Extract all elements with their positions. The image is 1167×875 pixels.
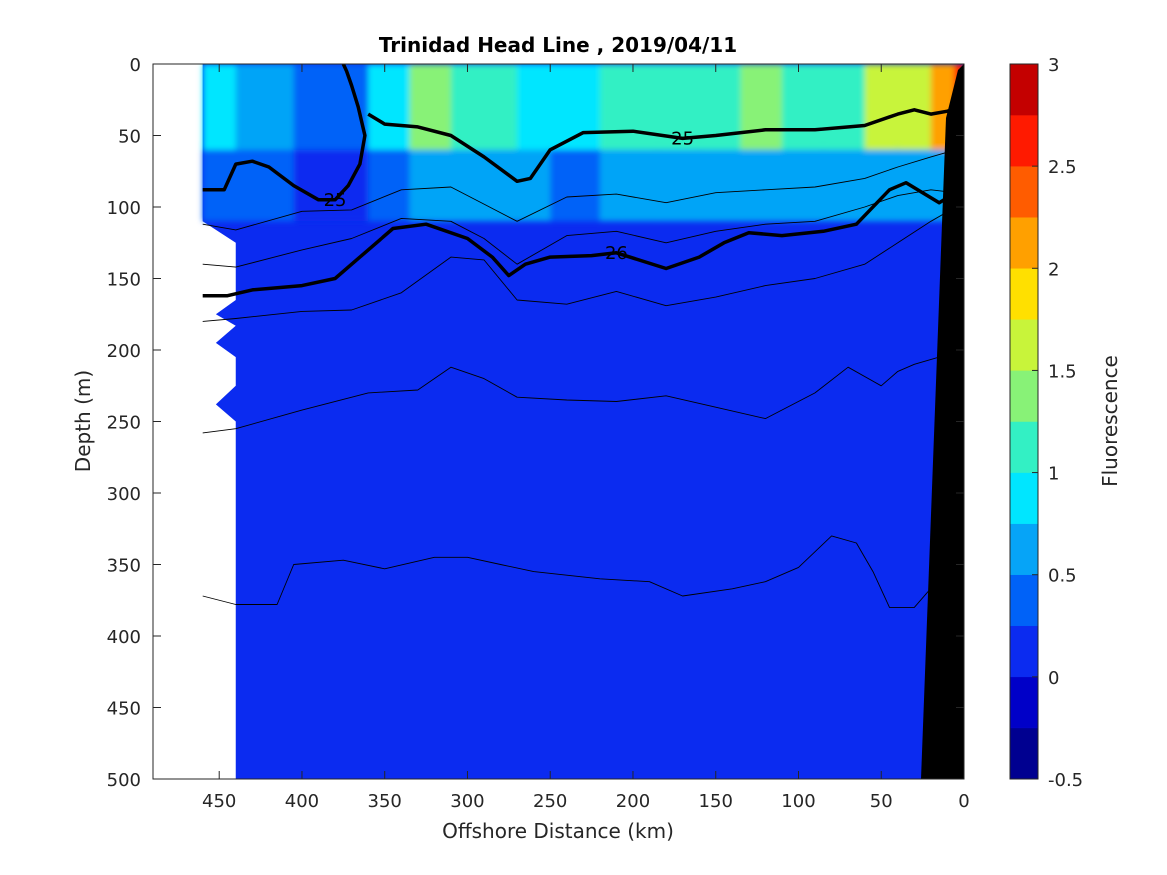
chart-title: Trinidad Head Line , 2019/04/11 bbox=[379, 33, 737, 57]
y-axis-label: Depth (m) bbox=[71, 370, 95, 472]
y-tick-label: 400 bbox=[107, 627, 141, 648]
x-tick-label: 300 bbox=[450, 791, 484, 812]
colorbar-tick-label: 2.5 bbox=[1048, 157, 1077, 178]
colorbar-cell bbox=[1009, 319, 1039, 371]
surface-band-lower bbox=[897, 142, 932, 222]
x-tick-label: 150 bbox=[699, 791, 733, 812]
colorbar-cell bbox=[1009, 216, 1039, 269]
y-tick-label: 200 bbox=[107, 341, 141, 362]
surface-band bbox=[781, 64, 825, 150]
x-tick-label: 250 bbox=[533, 791, 567, 812]
colorbar-cell bbox=[1009, 523, 1039, 575]
density-contours: 25 25 26 bbox=[202, 64, 962, 608]
surface-band bbox=[599, 64, 659, 150]
colorbar-cell bbox=[1009, 370, 1039, 422]
x-tick-label: 0 bbox=[958, 791, 969, 812]
surface-band-lower bbox=[484, 142, 519, 222]
y-axis: 0 50 100 150 200 250 300 350 400 450 500 bbox=[107, 55, 964, 791]
surface-band bbox=[293, 64, 337, 150]
surface-band bbox=[517, 64, 552, 150]
y-tick-label: 450 bbox=[107, 699, 141, 720]
colorbar-cell bbox=[1009, 421, 1039, 473]
x-axis: 450 400 350 300 250 200 150 100 50 0 bbox=[202, 64, 970, 812]
contour-label: 26 bbox=[605, 243, 628, 264]
colorbar-cell bbox=[1009, 63, 1039, 116]
plot-area: 25 25 26 bbox=[152, 63, 965, 780]
colorbar-tick-label: 1 bbox=[1048, 464, 1059, 485]
colorbar-cell bbox=[1009, 472, 1039, 524]
colorbar-cell bbox=[1009, 625, 1039, 678]
surface-band bbox=[450, 64, 486, 150]
colorbar-cell bbox=[1009, 574, 1039, 627]
colorbar-cells bbox=[1009, 63, 1039, 780]
fluorescence-field bbox=[202, 64, 964, 779]
y-tick-label: 500 bbox=[107, 770, 141, 791]
surface-band-lower bbox=[550, 142, 601, 222]
y-tick-label: 250 bbox=[107, 413, 141, 434]
surface-band-lower bbox=[657, 142, 701, 222]
x-tick-label: 50 bbox=[870, 791, 893, 812]
surface-band bbox=[409, 64, 452, 150]
surface-band-lower bbox=[202, 142, 237, 222]
surface-band-lower bbox=[235, 142, 295, 222]
x-tick-label: 450 bbox=[202, 791, 236, 812]
surface-band-lower bbox=[699, 142, 742, 222]
x-tick-label: 400 bbox=[285, 791, 319, 812]
surface-band bbox=[864, 64, 899, 150]
colorbar: 3 2.5 2 1.5 1 0.5 0 -0.5 bbox=[1009, 55, 1083, 791]
colorbar-tick-label: 0.5 bbox=[1048, 566, 1077, 587]
colorbar-tick-label: 0 bbox=[1048, 668, 1059, 689]
x-tick-label: 100 bbox=[781, 791, 815, 812]
colorbar-tick-label: -0.5 bbox=[1048, 770, 1083, 791]
surface-band-lower bbox=[409, 142, 452, 222]
surface-band-lower bbox=[293, 142, 337, 222]
y-tick-label: 350 bbox=[107, 556, 141, 577]
contour-label: 25 bbox=[671, 128, 694, 149]
y-tick-label: 0 bbox=[130, 55, 141, 76]
seafloor-shelf bbox=[921, 64, 964, 779]
colorbar-tick-label: 2 bbox=[1048, 259, 1059, 280]
contour-line bbox=[202, 206, 956, 322]
colorbar-tick-label: 1.5 bbox=[1048, 361, 1077, 382]
surface-band-lower bbox=[368, 142, 411, 222]
colorbar-cell bbox=[1009, 165, 1039, 218]
colorbar-label: Fluorescence bbox=[1098, 355, 1122, 487]
field-base bbox=[202, 64, 964, 779]
contour-line-bold bbox=[202, 180, 962, 298]
y-tick-label: 300 bbox=[107, 484, 141, 505]
x-tick-label: 200 bbox=[616, 791, 650, 812]
colorbar-cell bbox=[1009, 114, 1039, 167]
x-tick-label: 350 bbox=[368, 791, 402, 812]
contour-line bbox=[202, 189, 956, 268]
surface-band-lower bbox=[781, 142, 825, 222]
colorbar-tick-label: 3 bbox=[1048, 55, 1059, 76]
y-tick-label: 100 bbox=[107, 198, 141, 219]
colorbar-cell bbox=[1009, 727, 1039, 780]
colorbar-frame bbox=[1009, 63, 1039, 780]
contour-line bbox=[202, 149, 956, 231]
contour-line-bold bbox=[202, 64, 367, 202]
surface-band bbox=[897, 64, 932, 150]
colorbar-cell bbox=[1009, 268, 1039, 320]
colorbar-ticks: 3 2.5 2 1.5 1 0.5 0 -0.5 bbox=[1032, 55, 1083, 791]
surface-band bbox=[484, 64, 519, 150]
surface-band bbox=[202, 64, 237, 150]
y-tick-label: 150 bbox=[107, 270, 141, 291]
x-axis-label: Offshore Distance (km) bbox=[442, 819, 674, 843]
contour-line-bold bbox=[367, 105, 962, 184]
contour-line bbox=[202, 535, 940, 608]
surface-band-lower bbox=[740, 142, 783, 222]
surface-band bbox=[740, 64, 783, 150]
surface-band bbox=[235, 64, 295, 150]
contour-label: 25 bbox=[324, 190, 347, 211]
surface-band bbox=[368, 64, 411, 150]
surface-band bbox=[823, 64, 866, 150]
colorbar-cell bbox=[1009, 676, 1039, 729]
contour-line bbox=[202, 349, 956, 434]
surface-band-lower bbox=[599, 142, 659, 222]
y-tick-label: 50 bbox=[118, 127, 141, 148]
